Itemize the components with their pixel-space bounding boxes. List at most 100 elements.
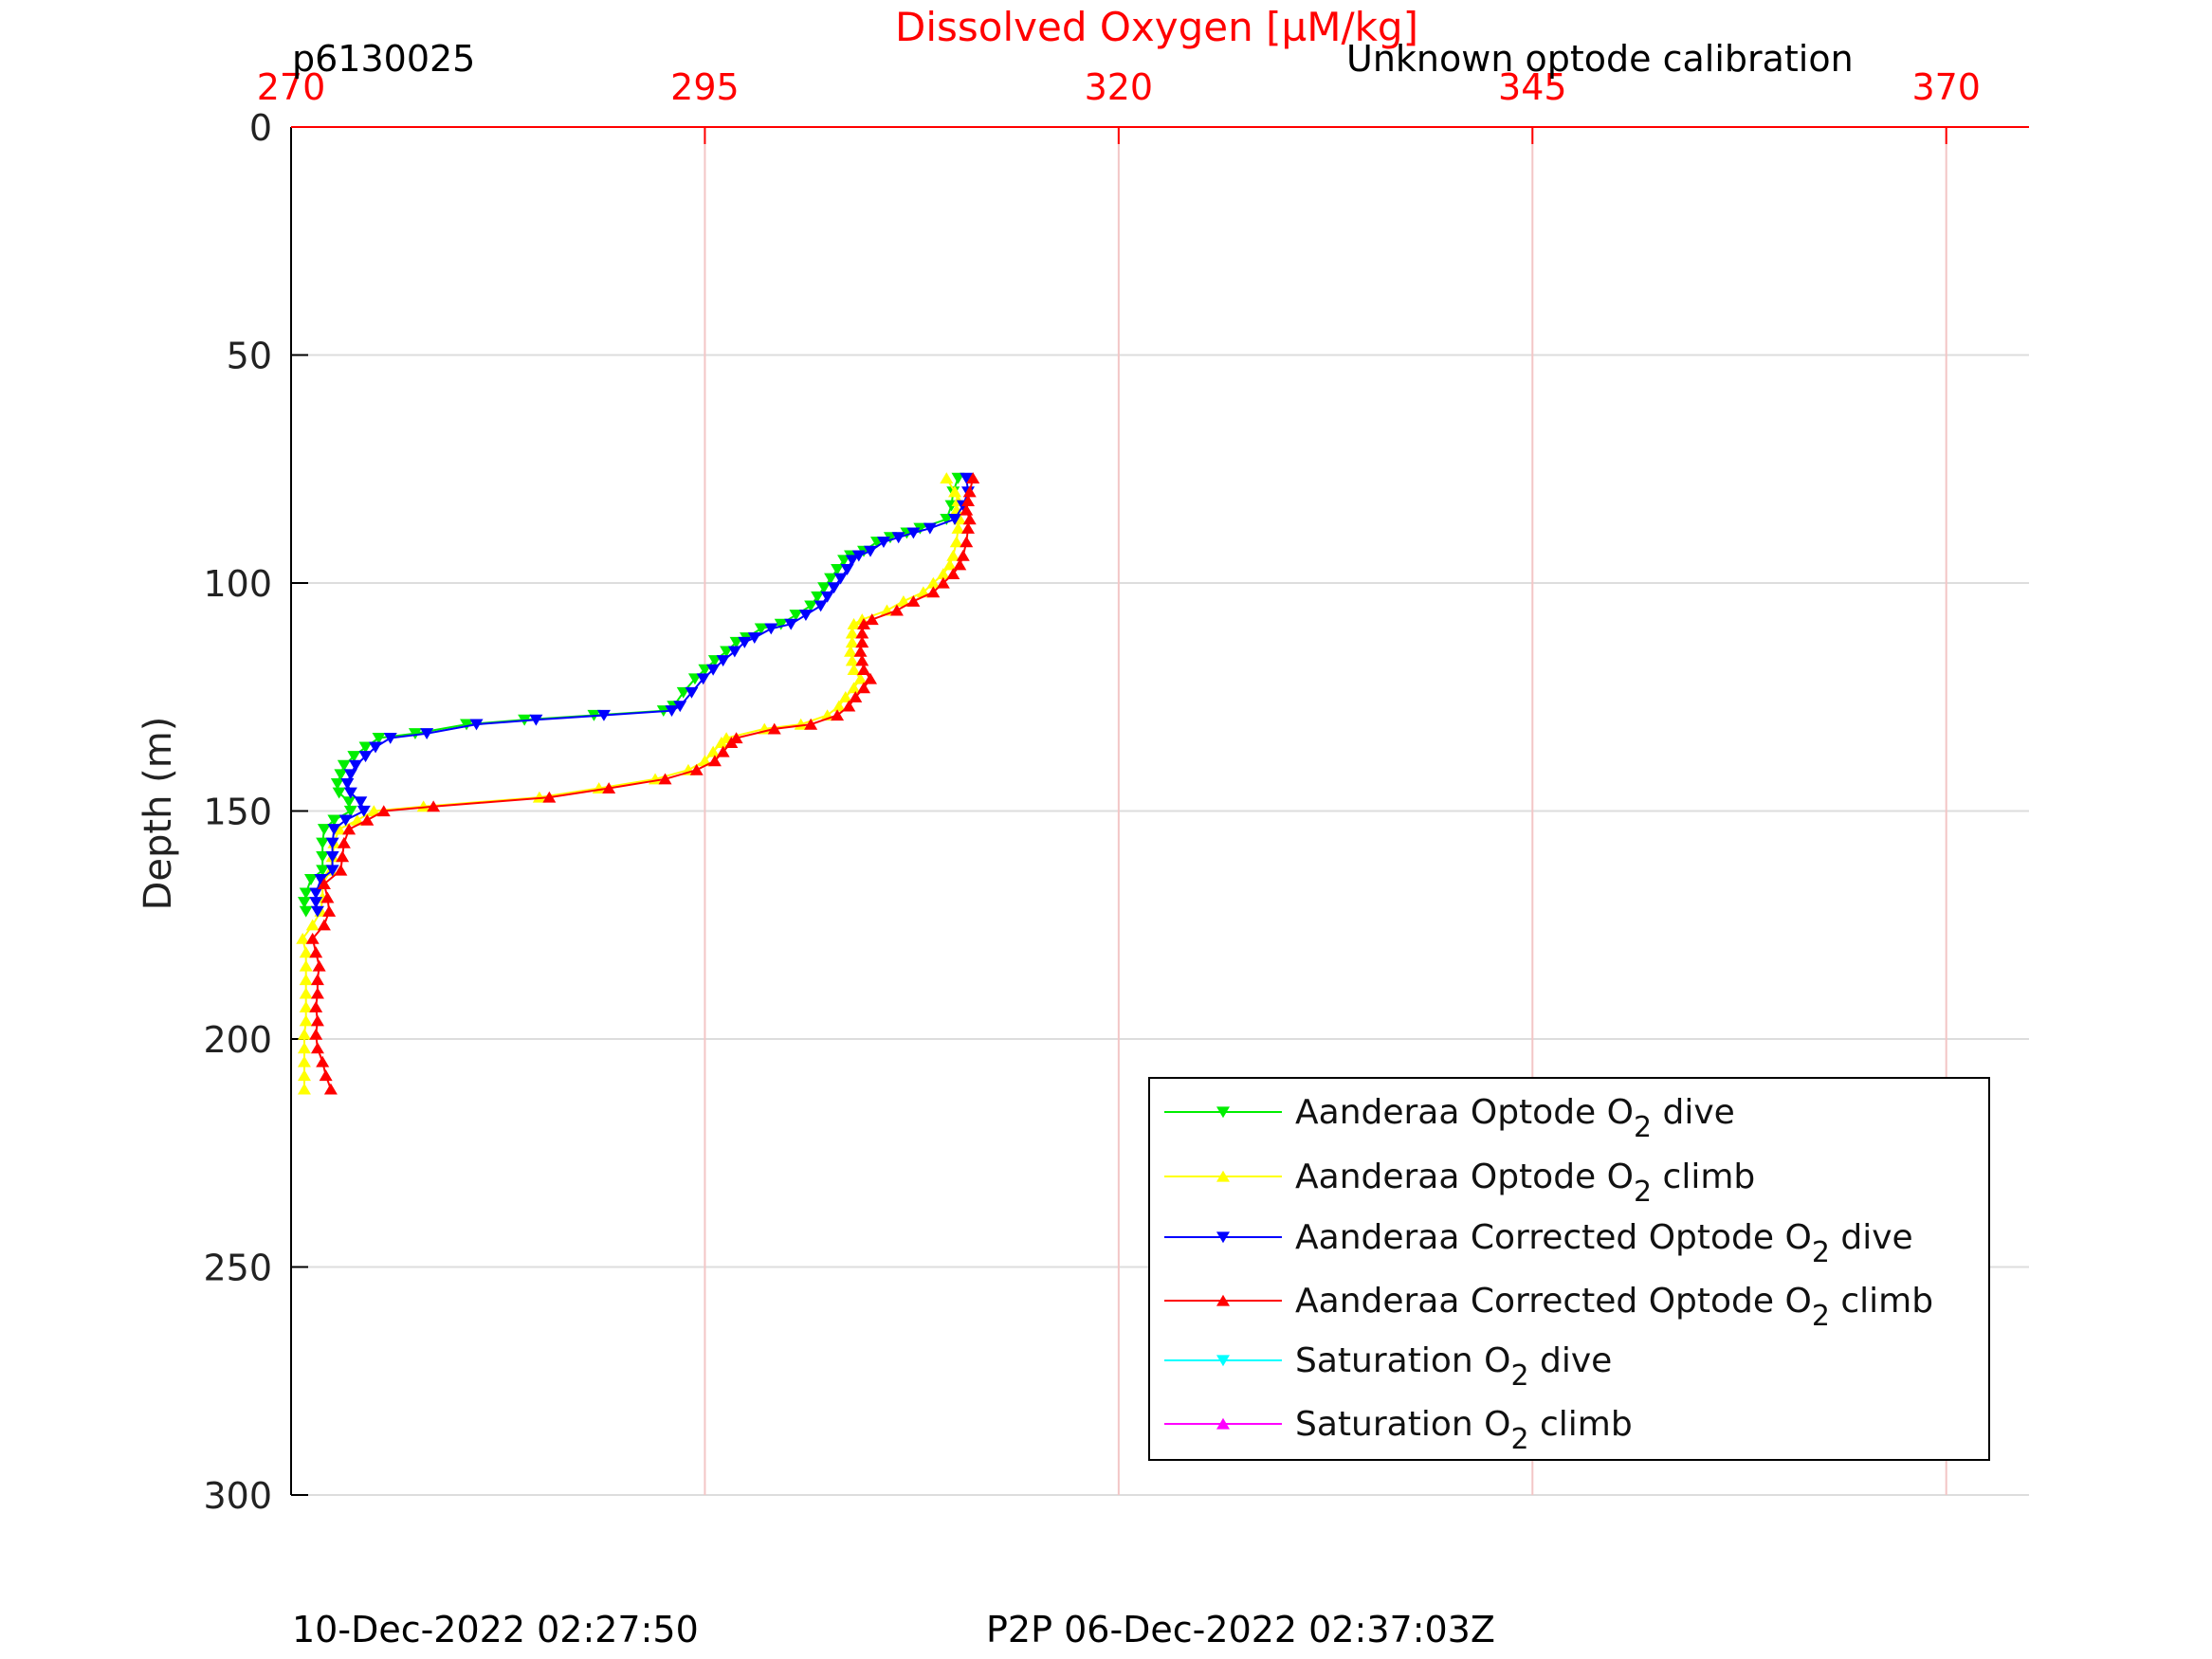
data-point — [960, 503, 974, 516]
data-point — [416, 800, 430, 812]
data-point — [926, 586, 941, 598]
data-point — [427, 800, 441, 812]
data-point — [951, 521, 965, 534]
data-point — [926, 576, 941, 589]
data-point — [827, 582, 841, 594]
data-point — [889, 604, 904, 616]
data-point — [310, 987, 324, 999]
data-point — [946, 568, 960, 579]
data-point — [372, 732, 386, 744]
data-point — [864, 672, 877, 684]
data-point — [857, 617, 871, 629]
data-point — [297, 1055, 311, 1067]
data-point — [804, 600, 818, 612]
data-point — [658, 773, 672, 785]
data-point — [297, 1028, 311, 1040]
data-point — [383, 732, 397, 744]
data-point — [838, 690, 852, 702]
data-point — [840, 563, 854, 575]
data-point — [317, 919, 331, 931]
data-point — [309, 946, 323, 958]
data-point — [310, 974, 324, 986]
data-point — [310, 905, 324, 918]
data-point — [299, 987, 313, 999]
data-point — [948, 514, 962, 525]
data-point — [767, 722, 781, 735]
data-point — [833, 573, 848, 585]
data-point — [325, 851, 339, 863]
data-point — [334, 864, 348, 876]
data-point — [824, 573, 838, 585]
data-point — [316, 837, 330, 849]
y-axis-label: Depth (m) — [137, 717, 180, 911]
y-tick-label: 200 — [203, 1019, 272, 1061]
legend-swatch-marker — [1216, 1170, 1230, 1182]
data-point — [689, 763, 704, 775]
data-point — [305, 919, 320, 931]
data-point — [332, 787, 346, 799]
x-tick-label: 320 — [1085, 66, 1154, 108]
data-point — [299, 959, 313, 972]
y-tick-label: 50 — [227, 336, 272, 377]
x-tick-label: 295 — [670, 66, 740, 108]
data-point — [299, 974, 313, 986]
data-point — [314, 874, 328, 885]
data-point — [334, 769, 348, 781]
data-point — [831, 563, 845, 575]
data-point — [323, 1083, 338, 1095]
legend-swatch-marker — [1216, 1294, 1230, 1306]
data-point — [716, 745, 730, 757]
data-point — [946, 549, 960, 561]
data-point — [747, 632, 761, 645]
data-point — [358, 751, 373, 763]
data-point — [754, 623, 768, 635]
data-point — [847, 617, 861, 629]
data-point — [845, 654, 859, 666]
timestamp-left: 10-Dec-2022 02:27:50 — [292, 1609, 699, 1650]
data-point — [906, 527, 921, 539]
y-tick-label: 100 — [203, 563, 272, 605]
data-point — [789, 610, 803, 621]
data-point — [960, 536, 974, 548]
data-point — [317, 824, 331, 836]
data-point — [296, 932, 310, 944]
data-point — [960, 521, 975, 534]
data-point — [784, 618, 798, 630]
x-tick-label: 370 — [1911, 66, 1981, 108]
data-point — [343, 805, 357, 817]
y-tick-label: 0 — [249, 107, 272, 149]
data-point — [949, 536, 963, 548]
data-point — [936, 576, 950, 589]
data-point — [356, 805, 371, 817]
x-tick-label: 270 — [257, 66, 326, 108]
data-point — [299, 887, 313, 900]
data-point — [312, 959, 326, 972]
data-point — [460, 719, 474, 731]
data-point — [342, 796, 356, 809]
series-4 — [305, 472, 980, 1095]
data-point — [896, 594, 910, 607]
data-point — [845, 636, 859, 648]
data-point — [297, 1083, 311, 1095]
data-point — [408, 728, 422, 740]
data-point — [319, 1069, 333, 1082]
timestamp-right: P2P 06-Dec-2022 02:37:03Z — [986, 1609, 1495, 1650]
data-point — [602, 782, 616, 794]
data-point — [857, 682, 871, 694]
data-point — [844, 645, 858, 657]
data-point — [936, 568, 950, 579]
data-point — [299, 1014, 313, 1027]
data-point — [309, 1028, 323, 1040]
data-point — [305, 932, 320, 944]
axes-layer: 0 50 100 150 200 250 300 270 295 320 345 370 — [203, 66, 2029, 1517]
data-point — [865, 613, 879, 626]
data-point — [360, 813, 375, 826]
data-point — [855, 627, 869, 639]
data-point — [842, 700, 856, 712]
data-point — [299, 946, 313, 958]
data-point — [320, 891, 335, 903]
data-point — [764, 623, 778, 635]
legend-entry-label: Aanderaa Optode O2 climb — [1295, 1158, 1755, 1209]
data-point — [322, 905, 337, 917]
